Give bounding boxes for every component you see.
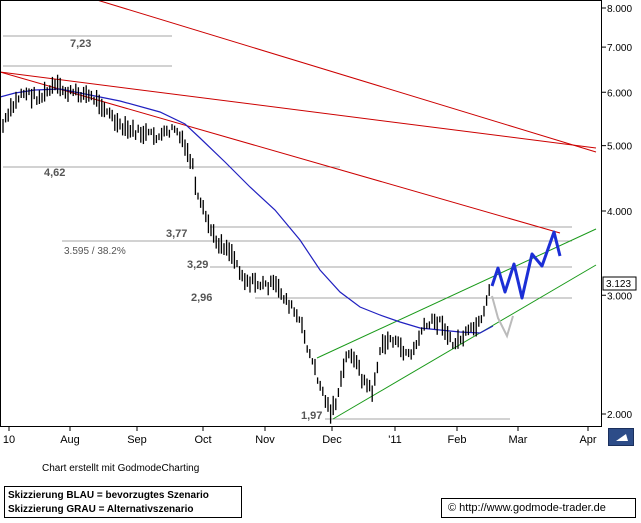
- level-label: 1,97: [301, 410, 322, 422]
- chart-credit: Chart erstellt mit GodmodeCharting: [42, 463, 200, 474]
- x-tick-label: '11: [388, 434, 402, 446]
- y-tick-label: 4.000: [607, 207, 632, 218]
- last-price-value: 3.123: [606, 279, 631, 290]
- x-tick-label: Nov: [255, 434, 275, 446]
- legend-grey: Skizzierung GRAU = Alternativszenario: [8, 504, 194, 515]
- channel-line: [332, 264, 597, 420]
- price-bars: [2, 74, 490, 424]
- preferred-scenario-sketch: [490, 230, 562, 300]
- level-label: 3,77: [166, 228, 187, 240]
- x-tick-label: Oct: [194, 434, 211, 446]
- last-price-tag: 3.123: [602, 276, 637, 291]
- y-tick-label: 2.000: [607, 410, 632, 421]
- y-axis: 8.000 7.000 6.000 5.000 4.000 3.000 2.000: [601, 4, 632, 421]
- y-tick-label: 5.000: [607, 142, 632, 153]
- x-tick-label: Feb: [448, 434, 467, 446]
- channel-line: [316, 228, 597, 359]
- level-label: 3,29: [187, 259, 208, 271]
- x-tick-label: Dec: [322, 434, 342, 446]
- y-tick-label: 7.000: [607, 43, 632, 54]
- x-tick-label: Aug: [60, 434, 80, 446]
- level-lines: [3, 35, 572, 420]
- y-tick-label: 8.000: [607, 4, 632, 15]
- fibonacci-label: 3.595 / 38.2%: [64, 246, 126, 257]
- red-trendline: [0, 71, 561, 234]
- level-label: 7,23: [70, 38, 91, 50]
- y-tick-label: 3.000: [607, 291, 632, 302]
- scenario-legend: Skizzierung BLAU = bevorzugtes Szenario …: [4, 486, 242, 518]
- x-tick-label: Mar: [509, 434, 528, 446]
- uptrend-channel: [316, 228, 597, 420]
- x-tick-label: 10: [3, 434, 15, 446]
- source-link[interactable]: © http://www.godmode-trader.de: [441, 498, 636, 518]
- plot-area: [0, 0, 601, 426]
- chart-nav-button[interactable]: [608, 428, 634, 446]
- plot-frame: [0, 0, 602, 427]
- level-label: 2,96: [191, 292, 212, 304]
- resistance-trendlines: [0, 0, 597, 234]
- legend-blue: Skizzierung BLAU = bevorzugtes Szenario: [8, 490, 209, 501]
- red-trendline: [96, 0, 597, 153]
- price-chart: 7,23 4,62 3,77 3,29 2,96 1,97 3.595 / 38.2% 8…: [0, 0, 637, 446]
- y-tick-label: 6.000: [607, 88, 632, 99]
- x-tick-label: Sep: [127, 434, 147, 446]
- level-labels: 7,23 4,62 3,77 3,29 2,96 1,97: [44, 38, 322, 422]
- red-trendline: [0, 71, 597, 149]
- alternative-scenario-sketch: [491, 295, 514, 339]
- arrow-icon: [616, 434, 628, 441]
- level-label: 4,62: [44, 167, 65, 179]
- x-tick-label: Apr: [579, 434, 596, 446]
- x-axis: 10 Aug Sep Oct Nov Dec '11 Feb Mar Apr: [3, 426, 597, 446]
